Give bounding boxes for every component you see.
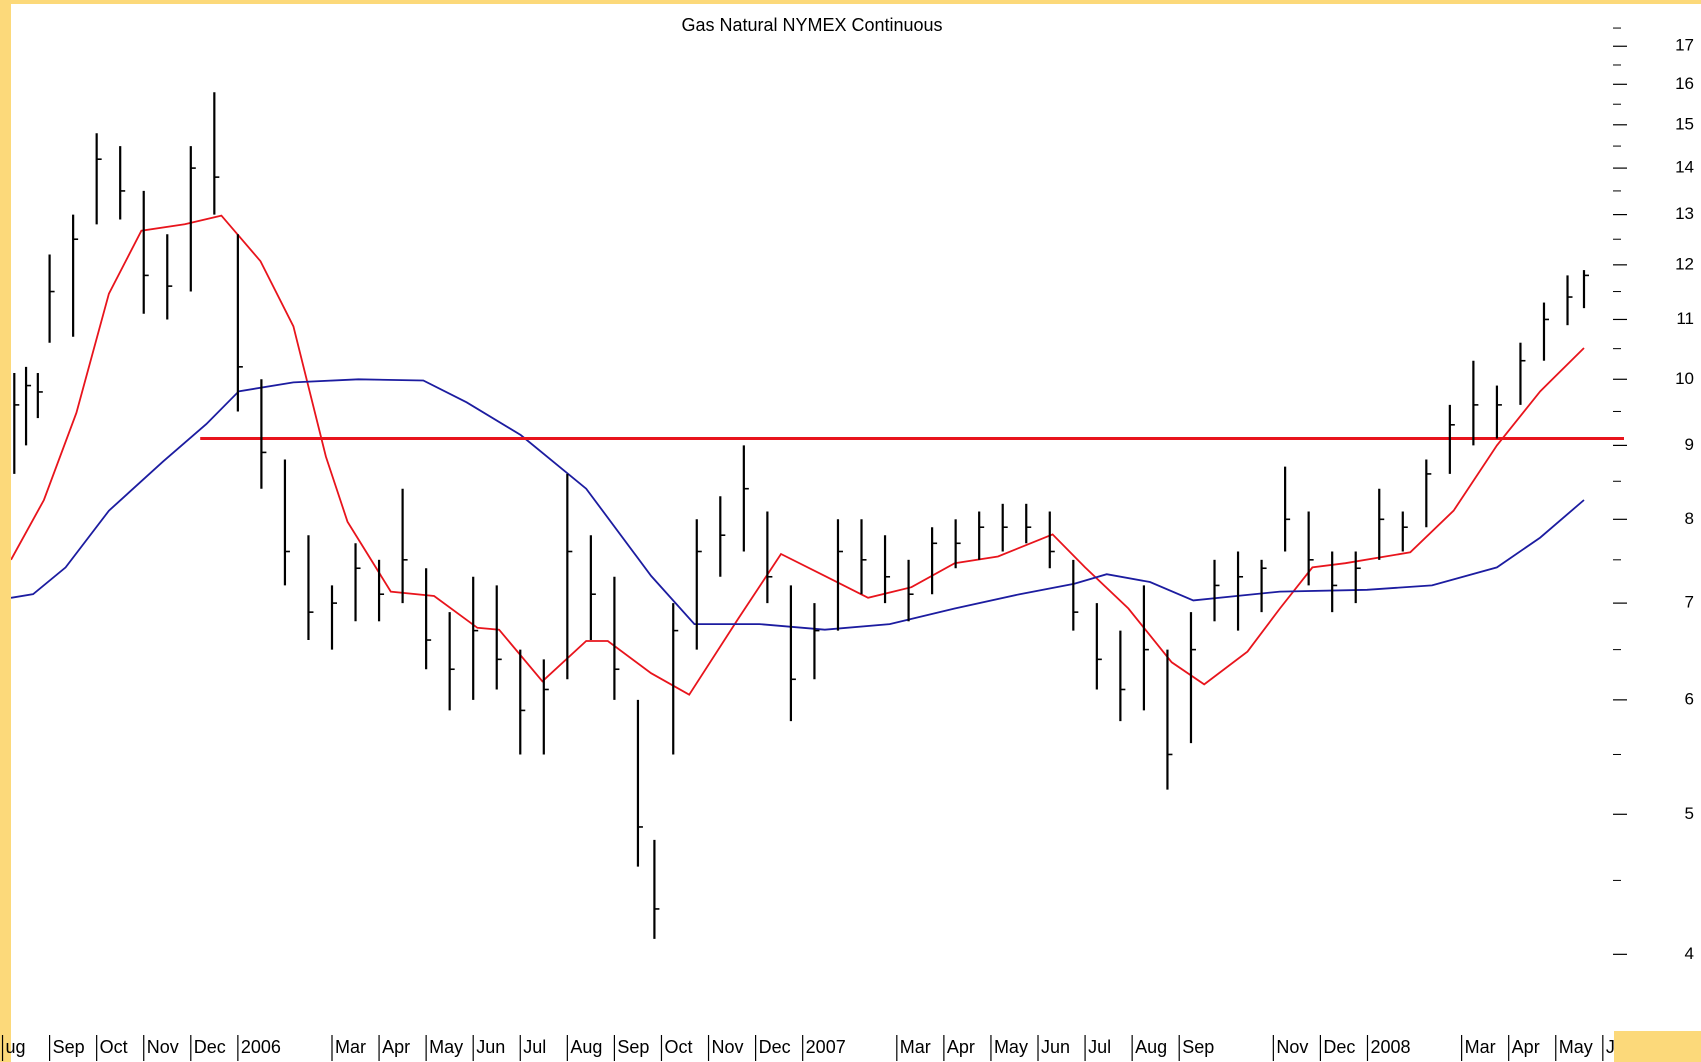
x-tick-label: Mar: [335, 1037, 366, 1057]
x-tick-label: Jun: [1041, 1037, 1070, 1057]
y-tick-label: 10: [1675, 369, 1694, 388]
y-tick-label: 16: [1675, 74, 1694, 93]
x-tick-label: J: [1606, 1037, 1615, 1057]
y-tick-label: 11: [1676, 309, 1694, 328]
x-tick-label: Apr: [947, 1037, 975, 1057]
x-tick-label: Sep: [53, 1037, 85, 1057]
x-tick-label: Oct: [664, 1037, 692, 1057]
x-tick-label: Nov: [712, 1037, 744, 1057]
moving-average: [11, 214, 1585, 696]
x-tick-label: Nov: [1276, 1037, 1308, 1057]
y-tick-label: 14: [1675, 158, 1694, 177]
corner: [1614, 1031, 1701, 1062]
y-tick-label: 7: [1685, 593, 1694, 612]
x-tick-label: Apr: [382, 1037, 410, 1057]
x-tick-label: Jul: [1088, 1037, 1111, 1057]
y-tick-label: 9: [1685, 435, 1694, 454]
x-tick-label: Mar: [900, 1037, 931, 1057]
x-tick-label: Sep: [617, 1037, 649, 1057]
x-tick-label: May: [1559, 1037, 1593, 1057]
y-tick-label: 8: [1685, 509, 1694, 528]
moving-average: [11, 378, 1585, 631]
x-tick-label: Dec: [1323, 1037, 1355, 1057]
x-tick-label: Jul: [523, 1037, 546, 1057]
x-tick-label: May: [994, 1037, 1028, 1057]
x-tick-label: 2007: [806, 1037, 846, 1057]
x-tick-label: 2008: [1370, 1037, 1410, 1057]
x-tick-label: ug: [6, 1037, 26, 1057]
x-tick-label: Nov: [147, 1037, 179, 1057]
x-tick-label: Aug: [1135, 1037, 1167, 1057]
chart-title: Gas Natural NYMEX Continuous: [681, 15, 942, 35]
y-tick-label: 13: [1675, 204, 1694, 223]
x-tick-label: Sep: [1182, 1037, 1214, 1057]
x-tick-label: Dec: [194, 1037, 226, 1057]
x-tick-label: 2006: [241, 1037, 281, 1057]
y-tick-label: 6: [1685, 689, 1694, 708]
plot: [11, 92, 1624, 939]
y-tick-label: 15: [1675, 114, 1694, 133]
x-tick-label: May: [429, 1037, 463, 1057]
y-tick-label: 4: [1685, 944, 1694, 963]
x-tick-label: Dec: [759, 1037, 791, 1057]
x-tick-label: Apr: [1512, 1037, 1540, 1057]
x-tick-label: Jun: [476, 1037, 505, 1057]
y-tick-label: 5: [1685, 804, 1694, 823]
y-tick-label: 12: [1675, 254, 1694, 273]
y-tick-label: 17: [1675, 36, 1694, 55]
plot-background: [11, 4, 1701, 1062]
x-tick-label: Oct: [100, 1037, 128, 1057]
x-tick-label: Mar: [1465, 1037, 1496, 1057]
x-tick-label: Aug: [570, 1037, 602, 1057]
